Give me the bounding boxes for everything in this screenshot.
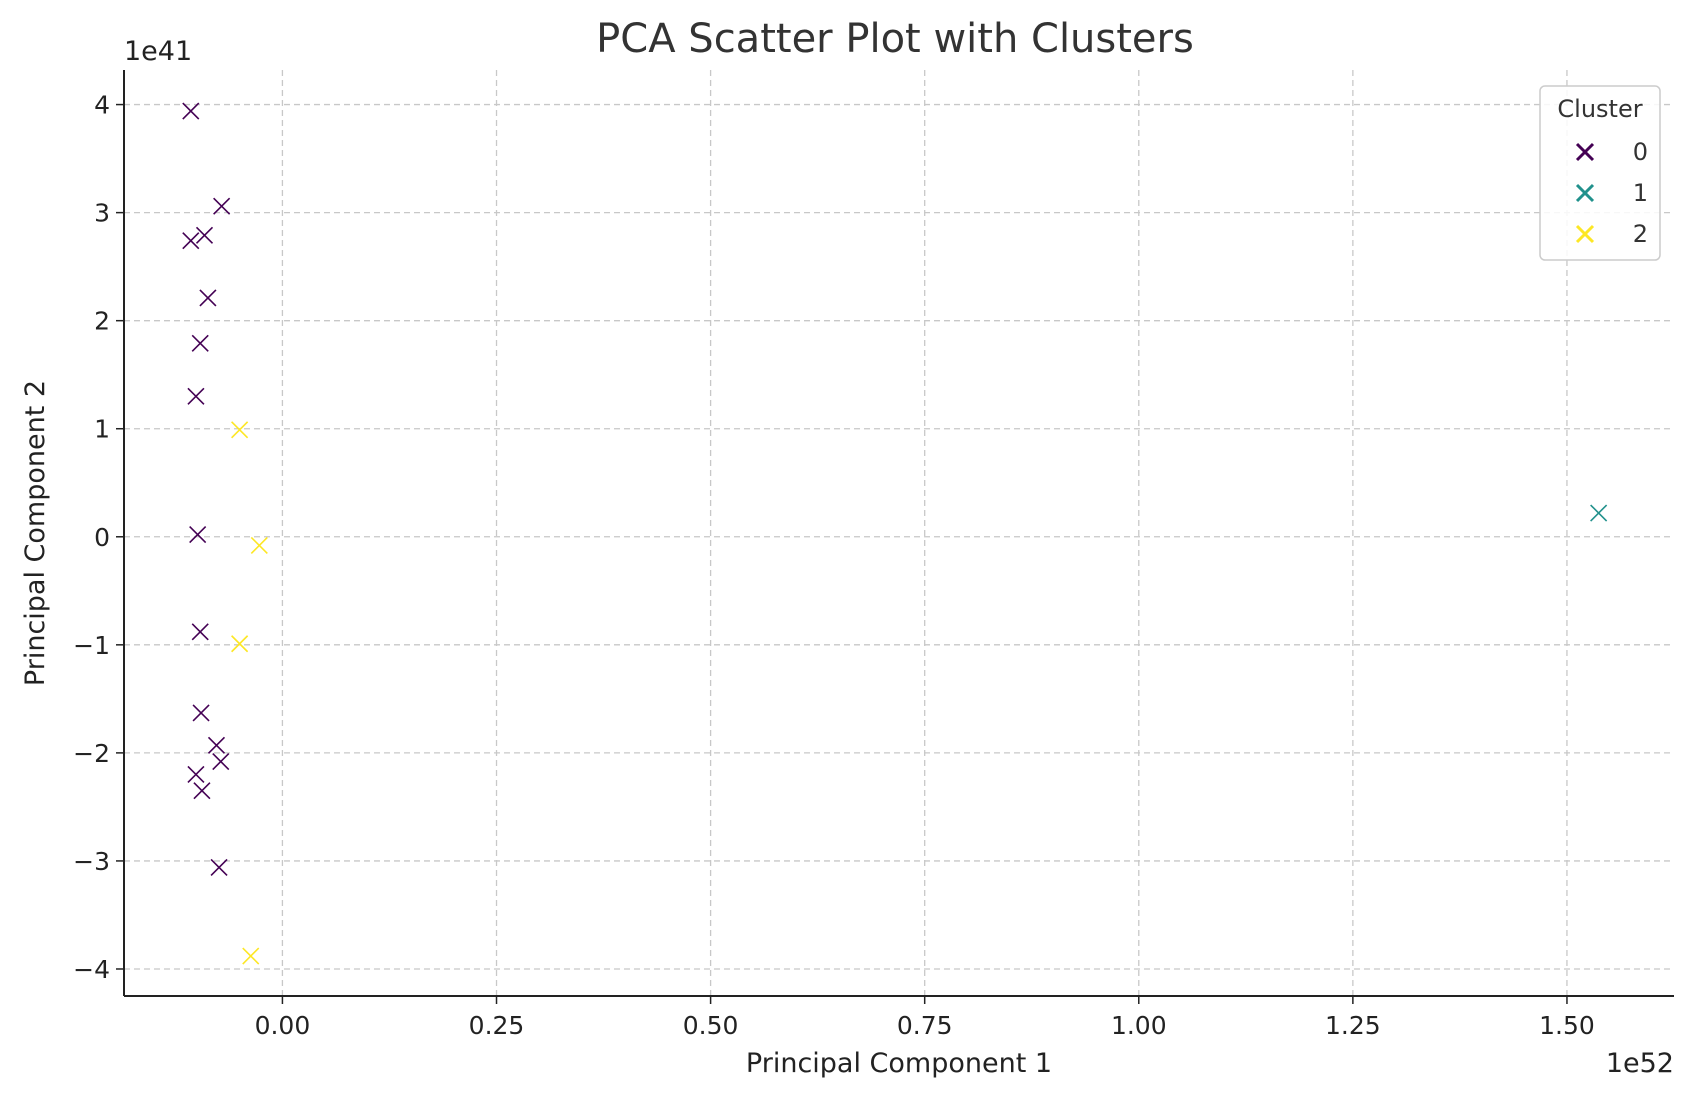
x-tick-label: 1.00 <box>1111 1011 1167 1040</box>
x-axis-title: Principal Component 1 <box>746 1048 1052 1079</box>
legend-marker <box>1575 142 1595 162</box>
y-axis-offset-label: 1e41 <box>124 36 192 67</box>
legend-label: 2 <box>1633 220 1648 248</box>
y-tick-label: −1 <box>73 631 110 660</box>
y-axis-title: Principal Component 2 <box>20 380 51 686</box>
data-point-cluster-0 <box>193 782 211 800</box>
data-point-cluster-2 <box>231 421 249 439</box>
chart-title: PCA Scatter Plot with Clusters <box>596 16 1194 62</box>
data-point-cluster-0 <box>191 623 209 641</box>
data-point-cluster-0 <box>187 765 205 784</box>
y-tick-label: 3 <box>94 199 110 228</box>
legend: Cluster 0 1 2 <box>1539 85 1661 261</box>
x-axis-offset-label: 1e52 <box>1606 1048 1674 1079</box>
grid-lines <box>124 70 1674 996</box>
y-axis-ticks: −4 −3 −2 −1 0 1 2 3 4 <box>73 91 124 984</box>
legend-label: 0 <box>1633 138 1648 166</box>
legend-title: Cluster <box>1557 95 1642 123</box>
y-tick-label: −2 <box>73 739 110 768</box>
data-point-cluster-0 <box>182 102 200 120</box>
data-point-cluster-0 <box>210 858 228 876</box>
legend-box <box>1539 85 1661 261</box>
data-point-cluster-0 <box>195 226 214 244</box>
x-tick-label: 1.50 <box>1539 1011 1595 1040</box>
y-tick-label: −3 <box>73 847 110 876</box>
data-point-cluster-0 <box>192 704 210 722</box>
x-tick-label: 0.00 <box>255 1011 311 1040</box>
legend-entry-cluster-2: 2 <box>1575 220 1648 248</box>
legend-marker <box>1575 224 1595 244</box>
y-tick-label: −4 <box>73 955 110 984</box>
data-point-cluster-0 <box>187 387 205 405</box>
legend-entry-cluster-0: 0 <box>1575 138 1648 166</box>
legend-entry-cluster-1: 1 <box>1575 179 1648 207</box>
data-point-cluster-2 <box>242 947 260 965</box>
data-point-cluster-2 <box>231 635 249 653</box>
data-point-cluster-0 <box>182 232 200 250</box>
data-point-cluster-0 <box>199 289 217 307</box>
data-point-cluster-1 <box>1590 504 1608 522</box>
x-axis-ticks: 0.00 0.25 0.50 0.75 1.00 1.25 1.50 <box>255 996 1595 1040</box>
y-tick-label: 0 <box>94 523 110 552</box>
y-tick-label: 4 <box>94 91 110 120</box>
data-point-cluster-0 <box>191 334 209 352</box>
legend-label: 1 <box>1633 179 1648 207</box>
legend-marker <box>1575 183 1595 203</box>
axes <box>123 70 1674 997</box>
x-tick-label: 0.50 <box>683 1011 739 1040</box>
data-point-cluster-0 <box>212 752 230 771</box>
x-tick-label: 0.25 <box>469 1011 525 1040</box>
x-tick-label: 0.75 <box>897 1011 953 1040</box>
data-point-cluster-0 <box>189 526 207 544</box>
x-tick-label: 1.25 <box>1325 1011 1381 1040</box>
scatter-points <box>182 102 1608 965</box>
data-point-cluster-0 <box>213 197 231 215</box>
y-tick-label: 2 <box>94 307 110 336</box>
legend-entries: 0 1 2 <box>1575 138 1648 248</box>
y-tick-label: 1 <box>94 415 110 444</box>
data-point-cluster-0 <box>207 736 226 754</box>
data-point-cluster-2 <box>250 536 268 554</box>
